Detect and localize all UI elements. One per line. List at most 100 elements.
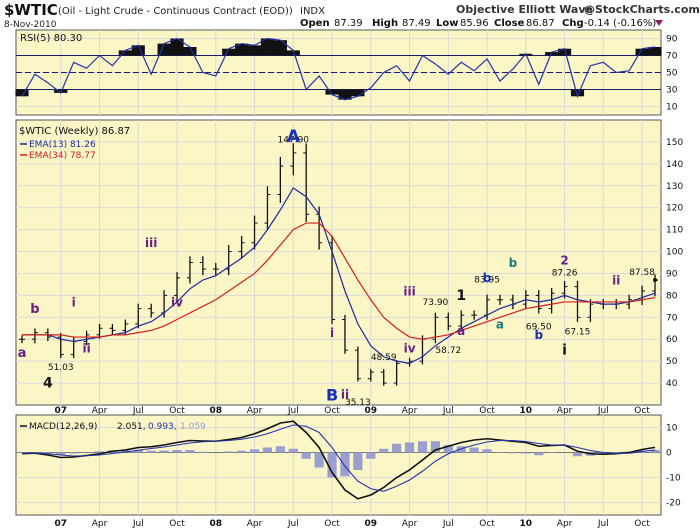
macd-histogram-bar [404, 442, 415, 453]
macd-histogram-bar [469, 447, 479, 453]
price-annotation: 69.50 [526, 322, 552, 332]
chart-instrument-name: (Oil - Light Crude - Continuous Contract… [58, 6, 293, 17]
rsi-overbought-fill [222, 48, 236, 56]
ohlc-readout: Open 87.39 High 87.49 Low 85.96 Close 86… [300, 18, 656, 29]
rsi-overbought-fill [157, 43, 171, 56]
open-label: Open [300, 18, 330, 29]
rsi-overbought-fill [286, 50, 300, 56]
wave-label: 1 [456, 288, 466, 304]
wave-label: a [496, 317, 504, 331]
wave-label: a [457, 324, 465, 338]
macd-histogram-bar [456, 446, 466, 453]
chg-down-triangle-icon [655, 20, 663, 26]
rsi-oversold-fill [325, 89, 339, 95]
x-tick-label: Oct [479, 406, 495, 416]
ema13-legend: EMA(13) 81.26 [29, 140, 96, 150]
wave-label: iv [404, 341, 416, 355]
macd-legend: MACD(12,26,9) [29, 422, 97, 432]
macd-histogram-bar [198, 451, 208, 453]
macd-histogram-bar [314, 452, 324, 468]
rsi-overbought-fill [247, 45, 262, 56]
wave-label: iv [171, 295, 183, 309]
x-tick-label: Oct [324, 406, 340, 416]
macd-histogram-bar [598, 452, 608, 455]
last-price-dot [653, 278, 657, 283]
rsi-overbought-fill [273, 40, 287, 56]
macd-histogram-bar [133, 449, 143, 453]
price-annotation: 67.15 [565, 328, 591, 338]
wave-label: B [326, 386, 338, 405]
ema13-line [22, 187, 656, 364]
rsi-overbought-fill [118, 50, 132, 56]
macd-histogram-bar [185, 450, 195, 453]
macd-histogram-bar [69, 452, 79, 454]
ema34-line [22, 222, 656, 340]
chart-exchange: INDX [300, 6, 325, 17]
macd-histogram-bar [340, 452, 350, 477]
chg-label: Chg [562, 18, 584, 29]
rsi-y-tick-label: 50 [666, 69, 678, 79]
price-y-tick-label: 80 [666, 291, 678, 301]
macd-histogram-bar [572, 452, 583, 457]
macd-histogram-bar [262, 447, 273, 453]
wave-label: iii [145, 236, 157, 250]
x-tick-label: Apr [402, 406, 418, 416]
x-tick-label: Jul [442, 406, 454, 416]
macd-histogram-bar [508, 452, 518, 454]
x-tick-label: Apr [92, 519, 108, 529]
price-y-tick-label: 50 [666, 357, 678, 367]
macd-panel [15, 414, 662, 516]
macd-signal-line [22, 424, 656, 492]
x-tick-label: Jul [287, 406, 299, 416]
x-tick-label: Oct [479, 519, 495, 529]
price-y-tick-label: 100 [666, 248, 683, 258]
chart-site: @StockCharts.com [584, 3, 700, 16]
wave-label: i [562, 343, 567, 359]
macd-legend-value: 2.051, [117, 422, 146, 432]
macd-histogram-bar [94, 451, 105, 453]
wave-label: ii [612, 273, 620, 287]
x-tick-label: Apr [402, 519, 418, 529]
chart-date: 8-Nov-2010 [4, 20, 57, 30]
rsi-overbought-fill [183, 47, 197, 56]
x-tick-label: Apr [557, 406, 573, 416]
price-y-tick-label: 150 [666, 138, 683, 148]
price-y-tick-label: 40 [666, 379, 678, 389]
price-annotation: 147.90 [278, 136, 310, 146]
macd-histogram-bar [249, 449, 260, 453]
macd-histogram-bar [366, 452, 376, 459]
macd-y-tick-label: 10 [666, 424, 678, 434]
x-tick-label: 08 [210, 406, 223, 416]
macd-histogram-bar [392, 443, 402, 453]
macd-hist-legend-value: 1.059 [180, 422, 206, 432]
wave-label: b [509, 256, 518, 270]
macd-y-tick-label: -10 [666, 474, 681, 484]
open-value: 87.39 [334, 18, 363, 29]
rsi-overbought-fill [557, 48, 572, 56]
high-label: High [372, 18, 398, 29]
price-annotation: 48.59 [371, 353, 397, 363]
x-tick-label: Oct [634, 406, 650, 416]
price-y-tick-label: 90 [666, 269, 678, 279]
price-panel [15, 119, 662, 406]
wave-label: 2 [560, 254, 568, 268]
rsi-overbought-fill [235, 43, 249, 56]
rsi-oversold-fill [338, 89, 352, 100]
rsi-y-tick-label: 10 [666, 103, 678, 113]
x-tick-label: Oct [169, 406, 185, 416]
macd-histogram-bar [430, 441, 440, 453]
wave-label: ii [82, 341, 90, 355]
rsi-overbought-fill [648, 47, 662, 56]
price-annotation: 73.90 [423, 298, 449, 308]
wave-label: i [72, 295, 76, 309]
x-tick-label: Apr [557, 519, 573, 529]
x-tick-label: Jul [132, 519, 144, 529]
price-annotation: 58.72 [435, 346, 461, 356]
rsi-y-tick-label: 30 [666, 86, 678, 96]
macd-histogram-bar [275, 446, 285, 453]
rsi-overbought-fill [170, 38, 184, 56]
macd-histogram-bar [43, 452, 53, 454]
price-annotation: 87.26 [552, 268, 578, 278]
chart-source: Objective Elliott Wave [456, 3, 593, 16]
